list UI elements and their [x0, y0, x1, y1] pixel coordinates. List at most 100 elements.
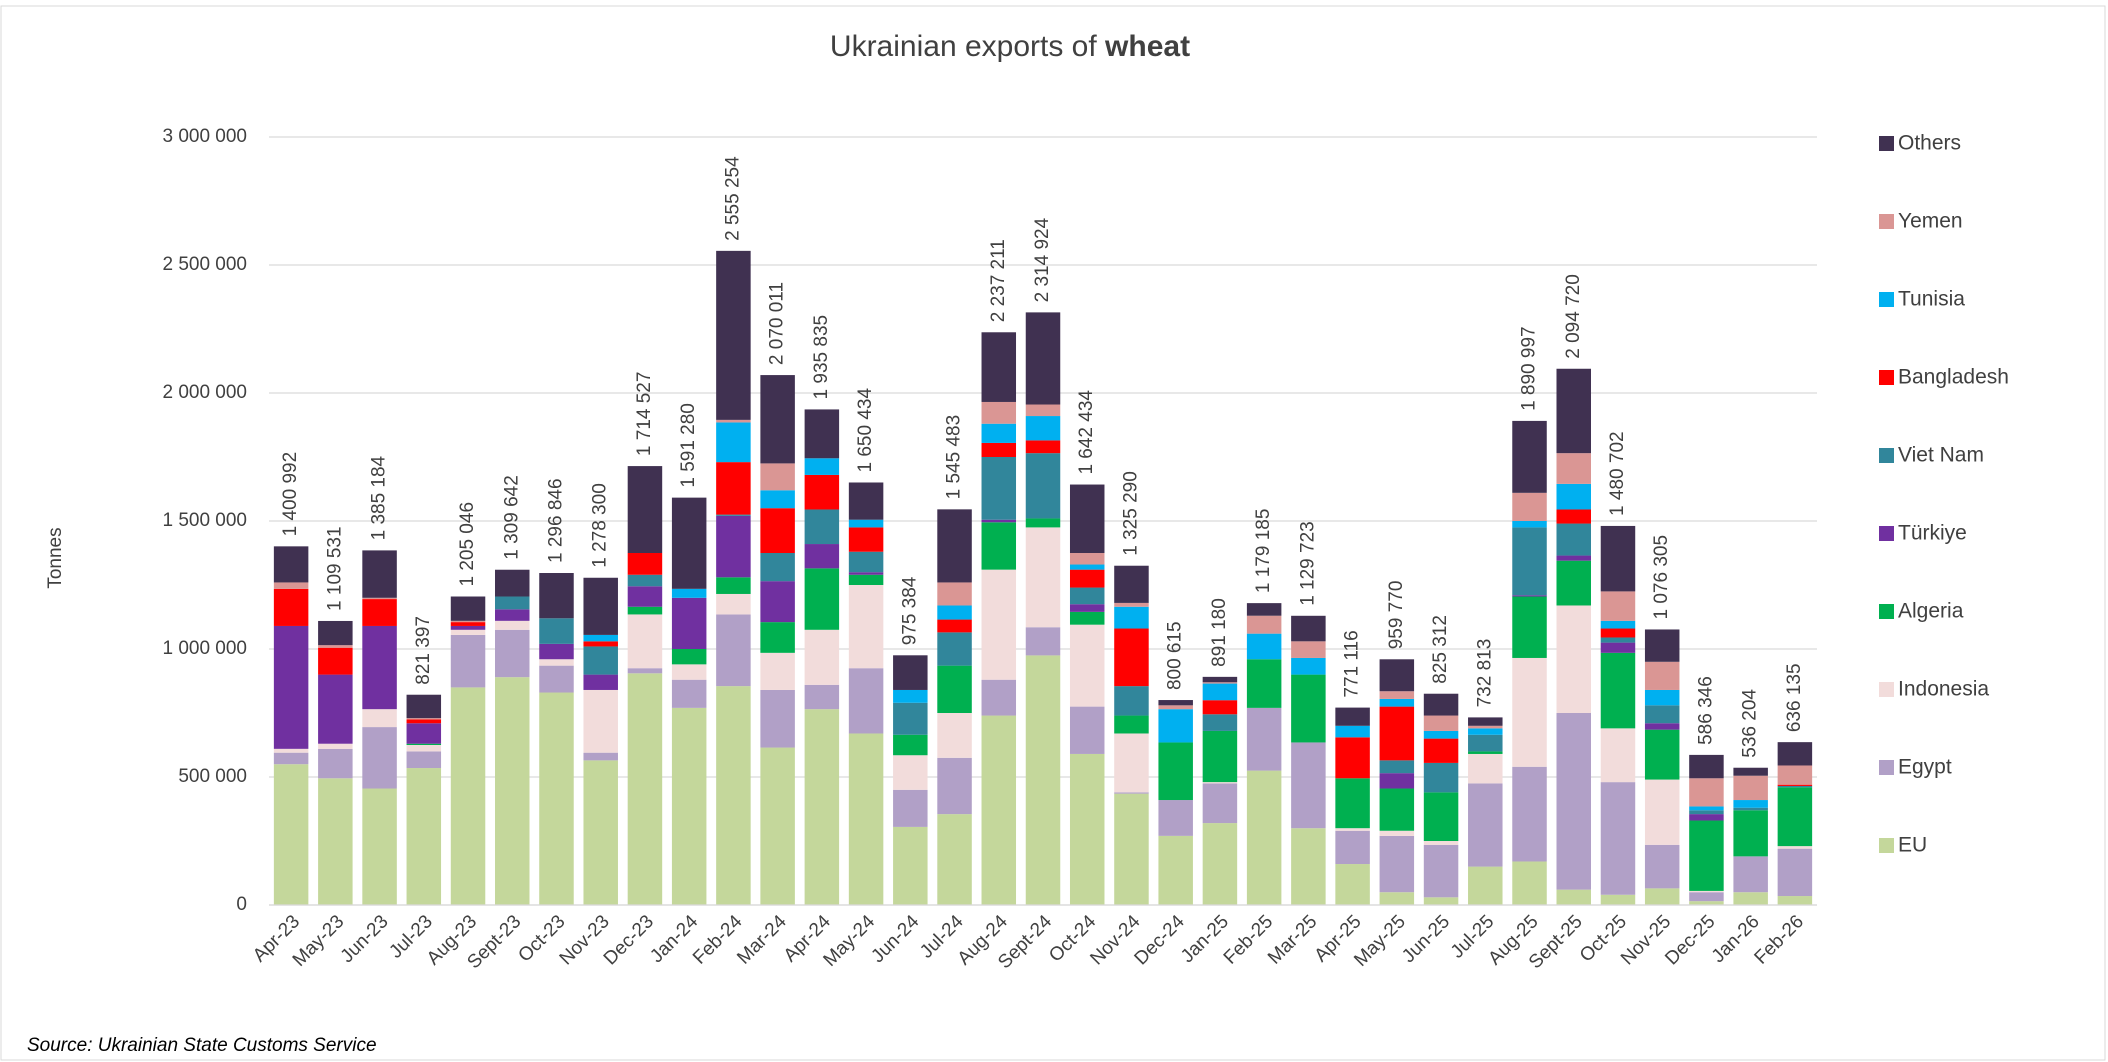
bar-segment: [716, 514, 751, 516]
bar-segment: [804, 684, 840, 710]
bar-segment: [450, 629, 486, 635]
bar-segment: [450, 634, 486, 688]
bar-segment: [1025, 518, 1061, 528]
bar-segment: [1556, 889, 1591, 905]
bar-segment: [406, 718, 442, 720]
bar-segment: [804, 474, 840, 510]
bar-segment: [318, 674, 353, 744]
bar-segment: [1423, 738, 1459, 763]
bar-segment: [1777, 784, 1813, 786]
bar-segment: [1512, 420, 1547, 493]
bar-segment: [1468, 753, 1503, 784]
bar-segment: [671, 588, 707, 598]
y-tick-label: 3 000 000: [162, 126, 247, 147]
bar-segment: [1689, 901, 1724, 905]
bar-segment: [406, 743, 442, 745]
y-tick-label: 2 000 000: [162, 382, 247, 403]
bar-segment: [1689, 814, 1724, 821]
bar-segment: [1423, 897, 1459, 905]
bar-segment: [760, 652, 795, 690]
bar-segment: [1114, 792, 1149, 794]
bar-segment: [1025, 655, 1061, 905]
bar-segment: [1335, 828, 1370, 831]
bar-segment: [1202, 730, 1238, 783]
total-label: 732 813: [1474, 639, 1495, 708]
bar-segment: [273, 588, 309, 626]
total-label: 636 135: [1784, 663, 1805, 732]
total-label: 1 076 305: [1651, 535, 1672, 620]
legend-swatch: [1879, 760, 1894, 775]
legend-label: Algeria: [1898, 600, 1964, 623]
bar-segment: [1202, 683, 1238, 701]
bar-segment: [1644, 705, 1680, 724]
bar-segment: [1158, 800, 1193, 836]
bar-segment: [1689, 890, 1724, 893]
bar-segment: [1733, 767, 1768, 776]
bar-segment: [450, 687, 486, 905]
bar-segment: [1025, 627, 1061, 656]
bar-segment: [937, 582, 972, 606]
bar-segment: [318, 620, 353, 646]
legend-label: EU: [1898, 834, 1927, 857]
bar-segment: [1733, 892, 1768, 905]
bar-segment: [1069, 624, 1105, 707]
bar-segment: [1777, 848, 1813, 897]
legend-label: Others: [1898, 132, 1961, 155]
bar-segment: [1512, 861, 1547, 905]
bar-segment: [583, 641, 618, 647]
bar-segment: [627, 614, 663, 669]
bar-segment: [760, 689, 795, 748]
bar-segment: [539, 659, 574, 666]
bar-segment: [848, 482, 884, 520]
bar-segment: [1512, 766, 1547, 862]
bar-segment: [1468, 734, 1503, 752]
bar-segment: [1379, 760, 1415, 774]
bar-segment: [1689, 754, 1724, 779]
bar-segment: [848, 733, 884, 905]
bar-segment: [627, 586, 663, 607]
bar-segment: [1733, 810, 1768, 857]
y-axis-label: Tonnes: [45, 527, 66, 588]
bar-segment: [981, 522, 1017, 570]
bar-segment: [406, 694, 442, 719]
bar-segment: [981, 715, 1017, 905]
bar-segment: [760, 463, 795, 491]
legend-label: Bangladesh: [1898, 366, 2009, 389]
bar-segment: [893, 755, 928, 790]
chart-border: [0, 5, 2106, 1061]
bar-segment: [1644, 629, 1680, 662]
bar-segment: [1291, 657, 1326, 675]
x-tick-label: Jun-23: [337, 911, 393, 967]
bar-segment: [1158, 700, 1193, 706]
bar-segment: [981, 401, 1017, 424]
bar-segment: [318, 778, 353, 905]
total-label: 1 545 483: [944, 415, 965, 500]
x-tick-label: Dec-23: [600, 911, 658, 969]
total-label: 1 179 185: [1253, 509, 1274, 594]
legend-swatch: [1879, 526, 1894, 541]
total-label: 1 385 184: [369, 455, 390, 540]
bar-segment: [627, 553, 663, 575]
bar-segment: [1335, 737, 1370, 779]
bar-segment: [671, 679, 707, 708]
bar-segment: [495, 677, 530, 905]
bar-segment: [1423, 844, 1459, 898]
bar-segment: [495, 629, 530, 678]
bar-segment: [1158, 835, 1193, 905]
bar-segment: [1158, 742, 1193, 801]
bar-segment: [1556, 560, 1591, 606]
bar-segment: [1644, 729, 1680, 780]
bar-segment: [1733, 800, 1768, 808]
bar-segment: [1644, 779, 1680, 845]
bar-segment: [1202, 782, 1238, 784]
bar-segment: [1069, 604, 1105, 612]
bar-segment: [539, 665, 574, 693]
bar-segment: [848, 574, 884, 585]
bar-segment: [716, 577, 751, 594]
bar-segment: [1379, 835, 1415, 893]
bar-segment: [1291, 742, 1326, 829]
bar-segment: [937, 713, 972, 758]
bar-segment: [937, 757, 972, 815]
bar-segment: [1202, 682, 1238, 684]
